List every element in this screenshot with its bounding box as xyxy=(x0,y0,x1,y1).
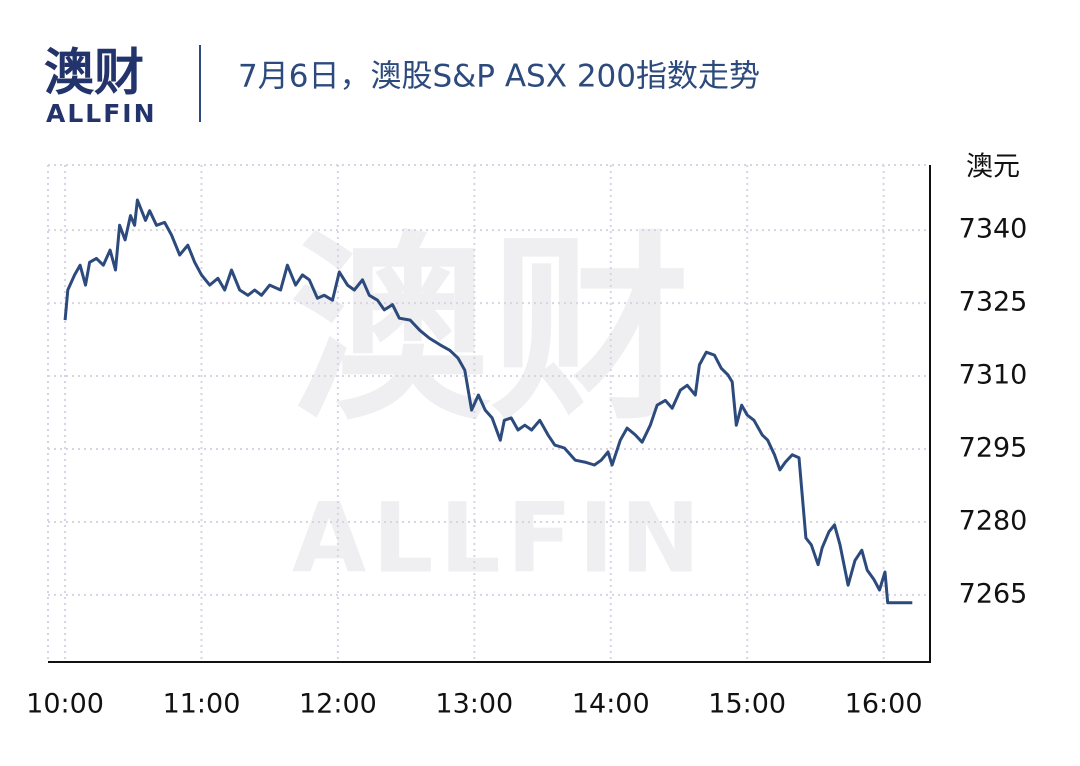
x-tick-label: 13:00 xyxy=(435,689,513,720)
watermark: 澳财 xyxy=(290,215,690,448)
x-tick-label: 12:00 xyxy=(299,689,377,720)
watermark: ALLFIN xyxy=(292,482,706,594)
x-tick-label: 16:00 xyxy=(845,689,923,720)
y-tick-label: 7325 xyxy=(959,287,1028,318)
x-tick-label: 14:00 xyxy=(572,689,650,720)
logo-sub: ALLFIN xyxy=(46,99,157,128)
y-tick-label: 7295 xyxy=(959,433,1028,464)
x-tick-label: 15:00 xyxy=(708,689,786,720)
y-tick-label: 7340 xyxy=(959,214,1028,245)
x-tick-label: 11:00 xyxy=(163,689,241,720)
logo: 澳财 xyxy=(44,44,144,102)
y-tick-label: 7280 xyxy=(959,505,1028,536)
chart-title: 7月6日，澳股S&P ASX 200指数走势 xyxy=(238,59,760,95)
line xyxy=(63,198,913,605)
x-tick-label: 10:00 xyxy=(26,689,104,720)
y-tick-label: 7265 xyxy=(959,578,1028,609)
y-axis-label: 澳元 xyxy=(966,152,1020,183)
y-tick-label: 7310 xyxy=(959,360,1028,391)
